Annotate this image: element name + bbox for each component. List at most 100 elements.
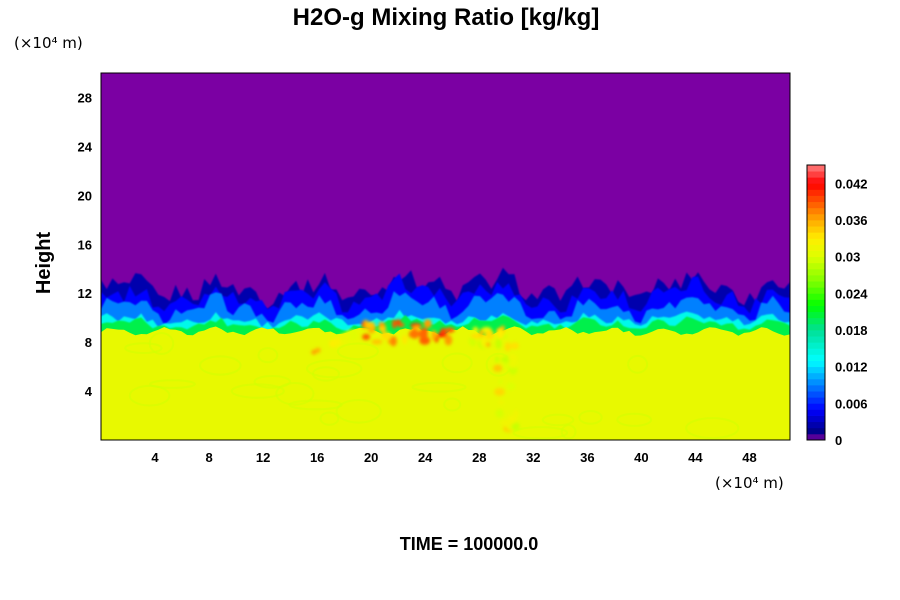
x-tick-label: 24 xyxy=(418,450,433,465)
mixing-ratio-field xyxy=(101,73,790,440)
x-tick-label: 4 xyxy=(151,450,159,465)
colorbar-segment xyxy=(807,305,825,313)
colorbar-tick-label: 0.042 xyxy=(835,176,868,191)
x-tick-label: 12 xyxy=(256,450,270,465)
hotspot-cluster xyxy=(468,325,508,350)
hotspot-cell xyxy=(378,325,387,332)
hotspot-cell xyxy=(380,331,392,340)
lower-eddy xyxy=(578,410,603,425)
x-tick-label: 20 xyxy=(364,450,378,465)
hotspot-cell xyxy=(504,342,511,352)
x-axis-ticks: 4 8 12 16 20 24 28 32 36 40 44 48 xyxy=(151,450,756,465)
lower-eddy xyxy=(288,399,343,411)
colorbar-segment xyxy=(807,342,825,349)
y-axis-ticks: 4 8 12 16 20 24 28 xyxy=(78,91,93,400)
colorbar-segment xyxy=(807,165,825,172)
colorbar-tick-label: 0.006 xyxy=(835,396,868,411)
colorbar-segment xyxy=(807,213,825,221)
lower-eddy xyxy=(148,332,175,355)
hotspot-cell xyxy=(506,382,516,391)
colorbar-segment xyxy=(807,397,825,404)
x-tick-label: 8 xyxy=(205,450,212,465)
colorbar-segment xyxy=(807,391,825,398)
lower-eddy xyxy=(685,417,740,440)
hotspot-cluster xyxy=(311,329,358,355)
hotspot-cell xyxy=(412,325,421,330)
lower-eddy xyxy=(541,413,575,427)
colorbar-segment xyxy=(807,207,825,215)
hotspot-cell xyxy=(444,334,453,346)
time-label: TIME = 100000.0 xyxy=(400,534,539,554)
colorbar-frame xyxy=(806,164,826,441)
x-tick-label: 16 xyxy=(310,450,324,465)
colorbar-tick-label: 0 xyxy=(835,433,842,448)
colorbar-segment xyxy=(807,275,825,282)
colorbar-tick-label: 0.024 xyxy=(835,286,868,301)
lower-eddy xyxy=(149,379,196,389)
colorbar-segment xyxy=(807,385,825,392)
y-axis-label: Height xyxy=(33,232,55,295)
colorbar-segment xyxy=(807,183,825,190)
y-tick-label: 4 xyxy=(85,384,93,399)
hotspot-cell xyxy=(508,358,518,369)
lower-eddy xyxy=(443,397,462,412)
hotspot-cell xyxy=(411,328,419,339)
hotspot-cell xyxy=(389,336,397,347)
colorbar: 0 0.006 0.012 0.018 0.024 0.03 0.036 0.042 xyxy=(806,164,868,448)
lower-eddy xyxy=(441,352,473,374)
y-tick-label: 28 xyxy=(78,91,92,106)
colorbar-segment xyxy=(807,378,825,386)
colorbar-segment xyxy=(807,311,825,319)
hotspot-cell xyxy=(419,336,431,345)
colorbar-segment xyxy=(807,189,825,196)
hotspot-cell xyxy=(423,319,432,328)
colorbar-segment xyxy=(807,403,825,410)
hotspot-cell xyxy=(484,329,495,340)
hotspot-cluster xyxy=(361,318,408,347)
hotspot-cell xyxy=(495,338,502,350)
colorbar-segment xyxy=(807,421,825,429)
hotspot-cell xyxy=(498,378,503,385)
hotspot-cell xyxy=(496,328,505,339)
hotspot-cell xyxy=(444,327,455,333)
lower-eddy xyxy=(616,412,653,427)
colorbar-segment xyxy=(807,177,825,184)
hotspot-cluster xyxy=(493,328,520,433)
lower-eddy xyxy=(199,355,242,376)
colorbar-segment xyxy=(807,427,825,435)
y-tick-label: 24 xyxy=(78,139,93,154)
hotspot-cell xyxy=(498,399,504,405)
x-tick-label: 28 xyxy=(472,450,486,465)
x-tick-label: 48 xyxy=(742,450,756,465)
colorbar-segment xyxy=(807,244,825,251)
chart-title: H2O-g Mixing Ratio [kg/kg] xyxy=(293,4,600,31)
colorbar-segment xyxy=(807,232,825,239)
x-tick-label: 40 xyxy=(634,450,648,465)
hotspot-cell xyxy=(396,318,401,327)
colorbar-segment xyxy=(807,256,825,264)
plot-area xyxy=(100,72,791,441)
hotspot-cell xyxy=(364,321,376,328)
colorbar-segment xyxy=(807,238,825,245)
lower-eddy xyxy=(306,359,363,379)
x-tick-label: 36 xyxy=(580,450,594,465)
hotspot-cell xyxy=(494,388,505,396)
lower-eddy xyxy=(275,382,315,406)
lower-eddy xyxy=(257,347,279,364)
lower-eddy xyxy=(336,342,379,361)
hotspot-cluster xyxy=(408,319,455,346)
colorbar-segment xyxy=(807,336,825,343)
hotspot-cell xyxy=(339,333,351,343)
colorbar-segment xyxy=(807,372,825,380)
colorbar-segment xyxy=(807,268,825,276)
hotspot-cell xyxy=(440,327,446,336)
hotspot-cell xyxy=(431,329,436,341)
hotspot-cell xyxy=(485,342,491,347)
hotspot-cell xyxy=(510,342,519,350)
colorbar-segment xyxy=(807,366,825,374)
colorbar-segment xyxy=(807,293,825,300)
colorbar-segment xyxy=(807,360,825,368)
y-tick-label: 20 xyxy=(78,188,92,203)
colorbar-segment xyxy=(807,299,825,306)
colorbar-segment xyxy=(807,415,825,423)
